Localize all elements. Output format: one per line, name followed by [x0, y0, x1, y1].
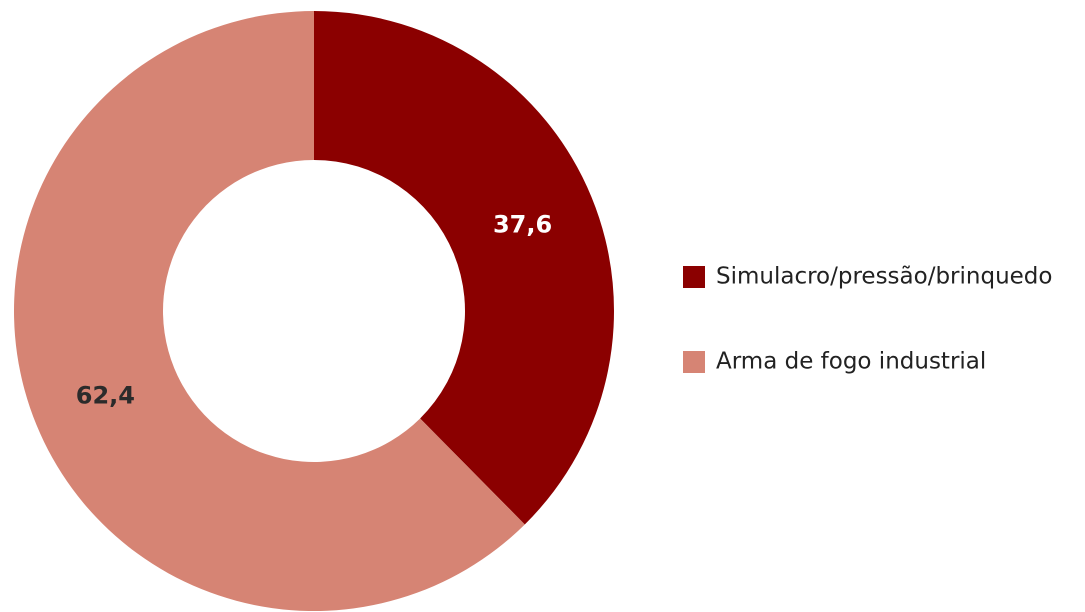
legend-label: Simulacro/pressão/brinquedo [716, 264, 1052, 290]
legend-swatch [683, 266, 705, 288]
data-label: 37,6 [493, 210, 552, 238]
legend-label: Arma de fogo industrial [716, 349, 986, 375]
donut-slice [314, 11, 615, 525]
donut-slice [14, 11, 525, 611]
legend-swatch [683, 351, 705, 373]
data-label: 62,4 [76, 382, 135, 410]
